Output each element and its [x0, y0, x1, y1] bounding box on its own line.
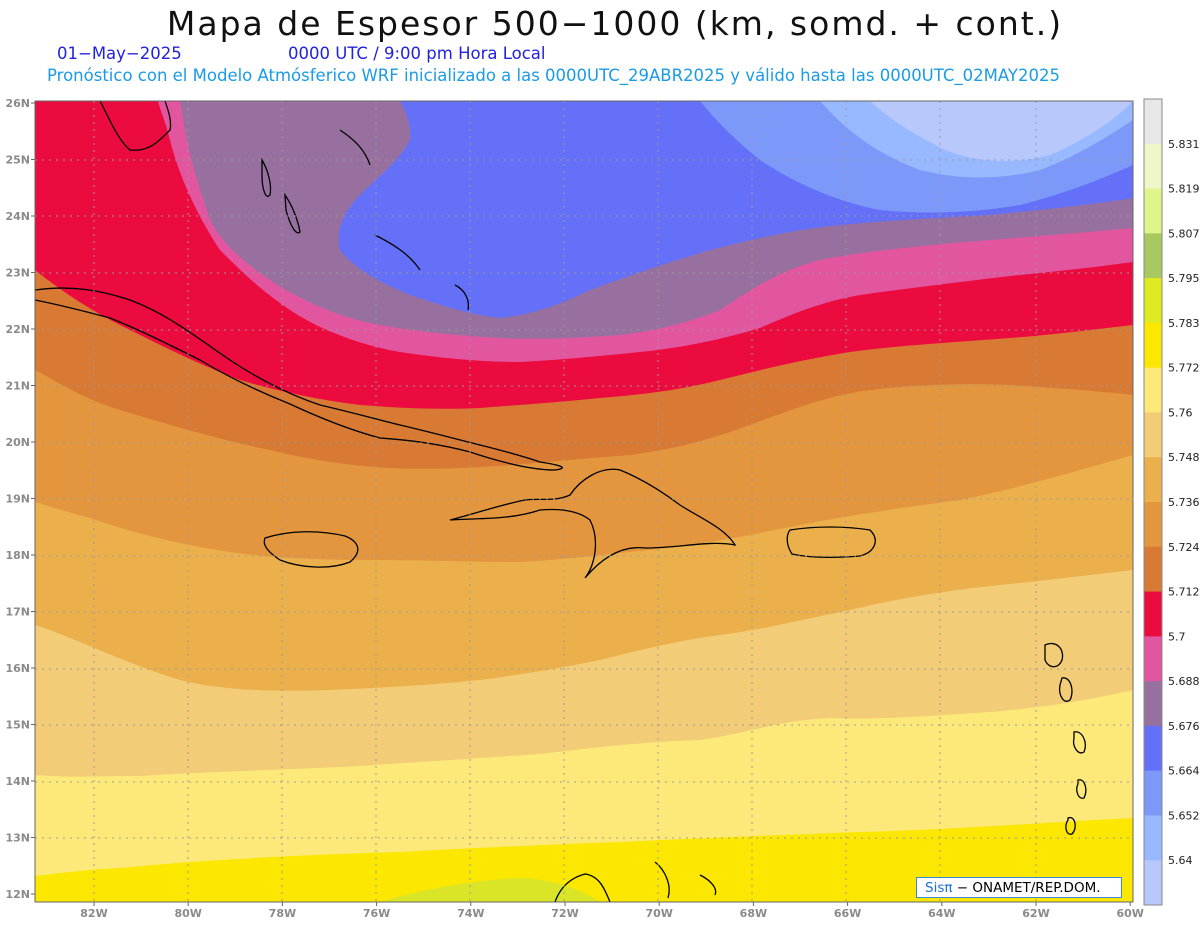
lon-label: 62W [1022, 907, 1049, 920]
colorbar-label: 5.724 [1168, 541, 1200, 554]
lon-label: 72W [551, 907, 578, 920]
credit-box: Sisπ − ONAMET/REP.DOM. [916, 877, 1122, 898]
colorbar-label: 5.652 [1168, 809, 1200, 822]
colorbar-label: 5.76 [1168, 406, 1193, 419]
colorbar-swatch [1144, 367, 1162, 413]
longitude-axis: 82W 80W 78W 76W 74W 72W 70W 68W 66W 64W 62W 60W [80, 902, 1144, 920]
colorbar-label: 5.736 [1168, 496, 1200, 509]
lon-label: 76W [363, 907, 390, 920]
band-south-green [380, 878, 600, 902]
colorbar-label: 5.688 [1168, 675, 1200, 688]
colorbar-swatch [1144, 502, 1162, 548]
colorbar-swatch [1144, 278, 1162, 324]
lat-label: 22N [5, 323, 30, 336]
colorbar-swatch [1144, 636, 1162, 682]
colorbar-swatch [1144, 322, 1162, 369]
colorbar-swatch [1144, 457, 1162, 503]
colorbar-label: 5.807 [1168, 227, 1200, 240]
colorbar-swatch [1144, 143, 1162, 190]
lon-label: 80W [174, 907, 201, 920]
lat-label: 18N [5, 549, 30, 562]
thickness-field [35, 101, 1133, 902]
lon-label: 64W [928, 907, 955, 920]
colorbar-label: 5.712 [1168, 586, 1200, 599]
lat-label: 17N [5, 606, 30, 619]
colorbar: 5.831 5.819 5.807 5.795 5.783 5.772 5.76 5.748 5… [1143, 98, 1200, 906]
lon-label: 74W [457, 907, 484, 920]
colorbar-label: 5.64 [1168, 854, 1193, 867]
colorbar-label: 5.783 [1168, 317, 1200, 330]
colorbar-swatch [1144, 546, 1162, 593]
map-title: Mapa de Espesor 500−1000 (km, somd. + co… [166, 4, 1064, 43]
lat-label: 12N [5, 888, 30, 901]
colorbar-label: 5.831 [1168, 138, 1200, 151]
lon-label: 66W [834, 907, 861, 920]
lon-label: 82W [80, 907, 107, 920]
map-frame [34, 100, 1134, 903]
lat-label: 24N [5, 210, 30, 223]
lat-label: 19N [5, 493, 30, 506]
forecast-description: Pronóstico con el Modelo Atmósferico WRF… [47, 66, 1060, 85]
colorbar-swatch [1144, 770, 1162, 816]
lon-label: 70W [645, 907, 672, 920]
band-5628 [870, 101, 1133, 162]
lat-label: 25N [5, 154, 30, 167]
colorbar-label: 5.7 [1168, 630, 1186, 643]
lat-label: 20N [5, 436, 30, 449]
colorbar-label: 5.676 [1168, 720, 1200, 733]
colorbar-swatch [1144, 233, 1162, 279]
colorbar-label: 5.772 [1168, 362, 1200, 375]
lat-label: 26N [5, 97, 30, 110]
lat-label: 15N [5, 719, 30, 732]
lon-label: 78W [269, 907, 296, 920]
colorbar-swatch [1144, 860, 1162, 906]
coastlines [35, 101, 1087, 902]
lat-label: 14N [5, 775, 30, 788]
colorbar-frame [1143, 98, 1163, 906]
valid-date: 01−May−2025 [57, 44, 182, 63]
latitude-axis: 26N 25N 24N 23N 22N 21N 20N 19N 18N 17N 16N 15N 14N 1… [5, 97, 35, 901]
colorbar-swatch [1144, 99, 1162, 145]
lon-label: 68W [740, 907, 767, 920]
colorbar-swatch [1144, 591, 1162, 637]
lat-label: 21N [5, 380, 30, 393]
colorbar-swatch [1144, 725, 1162, 772]
lat-label: 13N [5, 832, 30, 845]
lon-label: 60W [1116, 907, 1143, 920]
colorbar-swatch [1144, 815, 1162, 861]
colorbar-label: 5.664 [1168, 765, 1200, 778]
credit-text: − ONAMET/REP.DOM. [952, 880, 1101, 896]
colorbar-swatch [1144, 412, 1162, 458]
colorbar-label: 5.795 [1168, 272, 1200, 285]
lat-label: 16N [5, 662, 30, 675]
colorbar-swatch [1144, 188, 1162, 234]
valid-time: 0000 UTC / 9:00 pm Hora Local [288, 44, 546, 63]
colorbar-label: 5.819 [1168, 183, 1200, 196]
lat-label: 23N [5, 267, 30, 280]
graticule [35, 101, 1133, 902]
colorbar-swatch [1144, 681, 1162, 727]
credit-brand: Sisπ [925, 880, 953, 896]
colorbar-label: 5.748 [1168, 451, 1200, 464]
